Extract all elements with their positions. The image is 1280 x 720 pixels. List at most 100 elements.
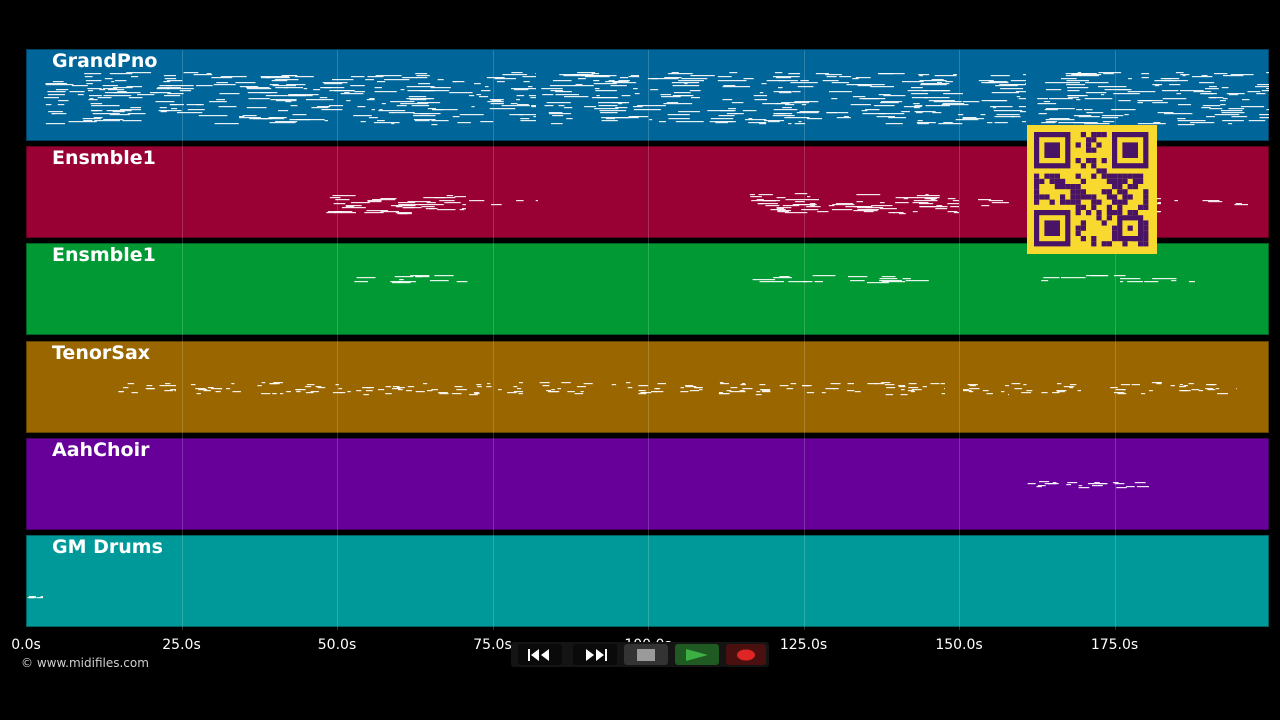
midi-note — [1084, 109, 1093, 111]
midi-note — [802, 385, 809, 387]
midi-note — [427, 390, 433, 392]
midi-note — [601, 120, 618, 122]
midi-note — [806, 206, 821, 208]
midi-note — [678, 111, 700, 113]
midi-note — [627, 387, 633, 389]
midi-note — [1102, 115, 1124, 117]
midi-note — [943, 93, 963, 95]
midi-note — [281, 75, 288, 77]
track-aahchoir[interactable]: AahChoir — [26, 438, 1269, 530]
midi-note — [381, 103, 386, 105]
midi-note — [761, 83, 767, 85]
midi-note — [406, 390, 412, 392]
midi-note — [671, 72, 679, 74]
midi-note — [1043, 101, 1050, 103]
midi-note — [571, 74, 594, 76]
midi-note — [689, 90, 701, 92]
qr-module — [1101, 189, 1107, 195]
midi-note — [99, 89, 106, 91]
midi-note — [498, 389, 502, 391]
midi-note — [366, 210, 389, 212]
midi-note — [149, 92, 171, 94]
midi-note — [292, 114, 307, 116]
midi-note — [621, 95, 631, 97]
midi-note — [784, 212, 808, 214]
midi-note — [794, 193, 808, 195]
midi-note — [1222, 98, 1228, 100]
track-gm-drums[interactable]: GM Drums — [26, 535, 1269, 627]
midi-note — [919, 80, 947, 82]
midi-note — [552, 115, 564, 117]
midi-note — [373, 122, 400, 124]
qr-code[interactable] — [1027, 125, 1157, 254]
midi-note — [550, 90, 558, 92]
midi-note — [215, 391, 221, 393]
qr-module — [1117, 210, 1123, 216]
midi-note — [757, 203, 778, 205]
midi-note — [265, 95, 276, 97]
qr-module — [1143, 199, 1149, 205]
midi-note — [44, 97, 59, 99]
midi-note — [762, 391, 771, 393]
midi-note — [530, 97, 536, 99]
qr-module — [1086, 210, 1092, 216]
midi-note — [892, 212, 904, 214]
midi-note — [865, 109, 880, 111]
midi-note — [1221, 112, 1245, 114]
midi-note — [88, 99, 98, 101]
midi-note — [103, 88, 118, 90]
midi-note — [52, 81, 64, 83]
midi-note — [758, 194, 773, 196]
qr-module — [1122, 178, 1128, 184]
track-grandpno[interactable]: GrandPno — [26, 49, 1269, 141]
midi-note — [1222, 120, 1244, 122]
track-tenorsax[interactable]: TenorSax — [26, 341, 1269, 433]
stop-button[interactable] — [624, 644, 668, 665]
midi-note — [1084, 98, 1113, 100]
midi-note — [1220, 104, 1226, 106]
midi-note — [1201, 75, 1208, 77]
midi-note — [1154, 80, 1177, 82]
midi-note — [1023, 384, 1027, 386]
midi-note — [262, 118, 285, 120]
midi-note — [546, 102, 571, 104]
midi-note — [1005, 385, 1009, 387]
record-button[interactable] — [726, 644, 766, 665]
midi-note — [794, 123, 806, 125]
midi-note — [1231, 116, 1248, 118]
midi-note — [261, 382, 266, 384]
midi-note — [908, 387, 919, 389]
midi-note — [879, 208, 897, 210]
midi-note — [678, 80, 704, 82]
fast-forward-button[interactable] — [573, 644, 617, 665]
midi-note — [598, 105, 618, 107]
midi-note — [577, 72, 596, 74]
midi-note — [1037, 98, 1048, 100]
track-ensmble1-b[interactable]: Ensmble1 — [26, 243, 1269, 335]
midi-note — [943, 122, 953, 124]
note-lane — [1027, 481, 1149, 489]
rewind-button[interactable] — [518, 644, 562, 665]
midi-note — [914, 107, 920, 109]
midi-note — [663, 103, 693, 105]
midi-note — [1087, 483, 1094, 485]
qr-module — [1044, 220, 1060, 236]
midi-note — [990, 75, 1010, 77]
qr-module — [1070, 194, 1076, 200]
midi-note — [231, 383, 235, 385]
midi-note — [275, 87, 303, 89]
midi-note — [235, 82, 256, 84]
midi-note — [879, 280, 902, 282]
midi-note — [1177, 120, 1206, 122]
midi-note — [879, 202, 885, 204]
qr-module — [1075, 194, 1081, 200]
midi-note — [1098, 72, 1122, 74]
midi-note — [768, 121, 780, 123]
midi-note — [596, 95, 600, 97]
midi-note — [1113, 275, 1126, 277]
play-button[interactable] — [675, 644, 719, 665]
midi-note — [801, 209, 819, 211]
midi-note — [474, 393, 480, 395]
midi-note — [1049, 98, 1073, 100]
midi-note — [761, 390, 771, 392]
